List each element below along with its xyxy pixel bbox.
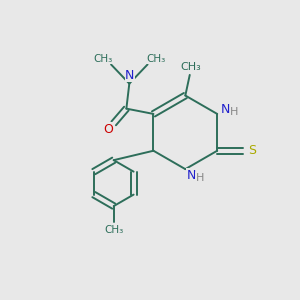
Text: N: N xyxy=(187,169,196,182)
Text: H: H xyxy=(230,106,238,117)
Text: S: S xyxy=(248,144,256,157)
Text: N: N xyxy=(221,103,230,116)
Text: CH₃: CH₃ xyxy=(146,54,165,64)
Text: H: H xyxy=(196,173,204,183)
Text: N: N xyxy=(125,69,135,82)
Text: CH₃: CH₃ xyxy=(104,225,123,235)
Text: CH₃: CH₃ xyxy=(181,62,202,72)
Text: CH₃: CH₃ xyxy=(93,54,112,64)
Text: O: O xyxy=(103,123,113,136)
